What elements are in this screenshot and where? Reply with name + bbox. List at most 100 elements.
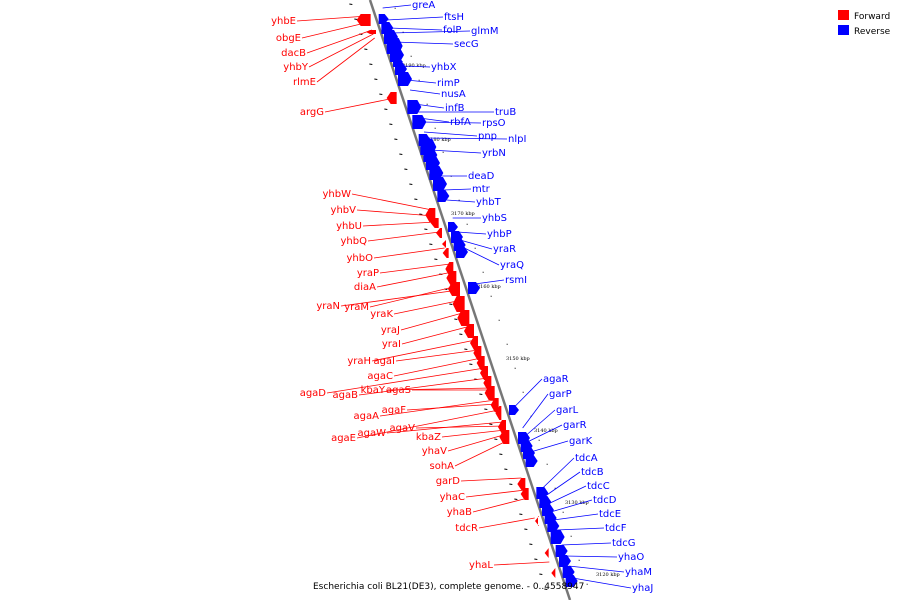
gene-leader-line: [351, 193, 433, 211]
gene-leader-line: [572, 577, 632, 589]
gene-leader-line: [459, 239, 493, 250]
tick-mark: [434, 258, 438, 260]
tick-mark: [449, 303, 453, 305]
gene-leader-line: [561, 542, 612, 546]
gene-leader-line: [550, 499, 593, 513]
legend-reverse-label: Reverse: [854, 27, 891, 37]
gene-label-rsmI: rsmI: [505, 275, 527, 286]
forward-gene-block: [457, 310, 470, 326]
gene-leader-line: [553, 513, 599, 521]
gene-label-yhbQ: yhbQ: [341, 236, 368, 247]
tick-mark: [484, 408, 488, 410]
forward-gene-block: [495, 406, 502, 420]
reverse-gene-block: [429, 166, 444, 180]
gene-label-rimP: rimP: [437, 78, 460, 89]
gene-leader-line: [371, 339, 476, 362]
position-ticks: [349, 3, 588, 590]
tick-mark: [514, 498, 518, 500]
tick-mark: [399, 153, 403, 155]
gene-leader-line: [395, 349, 479, 362]
tick-mark: [429, 243, 433, 245]
gene-leader-line: [425, 137, 508, 140]
gene-leader-line: [390, 30, 471, 34]
tick-mark: [424, 228, 428, 230]
forward-gene-block: [480, 366, 488, 380]
gene-leader-line: [369, 285, 458, 308]
gene-leader-line: [406, 403, 497, 411]
tick-mark: [434, 127, 436, 129]
tick-mark: [464, 348, 468, 350]
gene-label-garP: garP: [549, 389, 572, 400]
gene-label-tdcR: tdcR: [455, 523, 478, 534]
gene-leader-line: [393, 41, 454, 45]
gene-label-greA: greA: [412, 0, 435, 11]
gene-label-agaB: agaB: [333, 390, 359, 401]
gene-leader-line: [419, 117, 450, 123]
gene-leader-line: [406, 79, 437, 84]
tick-mark: [459, 333, 463, 335]
gene-label-yhaV: yhaV: [422, 446, 447, 457]
tick-mark: [570, 535, 572, 537]
gene-leader-line: [472, 497, 529, 513]
gene-leader-line: [525, 409, 556, 437]
gene-leader-line: [401, 325, 471, 345]
gene-label-yhaB: yhaB: [447, 507, 472, 518]
tick-mark: [522, 391, 524, 393]
gene-leader-line: [308, 33, 374, 68]
forward-gene-block: [442, 248, 449, 258]
gene-label-nusA: nusA: [441, 89, 466, 100]
gene-leader-line: [367, 231, 440, 242]
reverse-gene-block: [509, 405, 519, 415]
gene-leader-line: [385, 387, 492, 391]
gene-leader-line: [462, 246, 500, 266]
forward-gene-block: [476, 356, 485, 370]
gene-leader-line: [296, 15, 368, 22]
gene-leader-line: [414, 103, 445, 109]
gene-label-agaS: agaS: [386, 385, 411, 396]
tick-mark: [354, 18, 358, 20]
legend-forward-label: Forward: [854, 12, 890, 22]
reverse-gene-block: [555, 545, 568, 557]
tick-mark: [562, 511, 564, 513]
tick-mark: [389, 123, 393, 125]
gene-leader-line: [382, 4, 412, 9]
gene-label-yhaO: yhaO: [618, 552, 644, 563]
genome-caption: Escherichia coli BL21(DE3), complete gen…: [313, 582, 584, 592]
gene-label-obgE: obgE: [276, 33, 301, 44]
gene-label-nlpI: nlpI: [508, 134, 526, 145]
kbp-label: 3140 kbp: [534, 428, 558, 434]
gene-leader-line: [393, 357, 482, 377]
tick-mark: [369, 63, 373, 65]
gene-leader-line: [356, 209, 435, 217]
gene-leader-line: [340, 289, 459, 307]
tick-mark: [454, 318, 458, 320]
reverse-gene-block: [437, 190, 450, 202]
forward-gene-block: [430, 218, 439, 228]
forward-gene-block: [446, 271, 457, 285]
tick-mark: [506, 343, 508, 345]
tick-mark: [394, 138, 398, 140]
gene-leader-line: [306, 29, 373, 54]
gene-leader-line: [474, 279, 505, 285]
gene-leader-line: [389, 27, 443, 31]
tick-mark: [504, 468, 508, 470]
gene-label-yhbO: yhbO: [347, 253, 374, 264]
gene-label-yhbY: yhbY: [283, 62, 309, 73]
gene-label-tdcB: tdcB: [581, 467, 604, 478]
gene-leader-line: [545, 471, 581, 497]
gene-label-glmM: glmM: [471, 26, 499, 37]
gene-label-infB: infB: [445, 103, 465, 114]
gene-label-yhaC: yhaC: [440, 492, 465, 503]
gene-leader-line: [376, 271, 453, 288]
gene-leader-line: [542, 457, 575, 489]
gene-label-ftsH: ftsH: [444, 12, 464, 23]
gene-leader-line: [522, 393, 549, 429]
gene-leader-line: [373, 247, 445, 259]
gene-label-secG: secG: [454, 39, 479, 50]
gene-leader-line: [362, 221, 437, 227]
gene-label-pnp: pnp: [478, 131, 497, 142]
reverse-gene-block: [468, 282, 480, 294]
tick-mark: [419, 213, 423, 215]
tick-mark: [538, 439, 540, 441]
gene-leader-line: [415, 425, 505, 429]
